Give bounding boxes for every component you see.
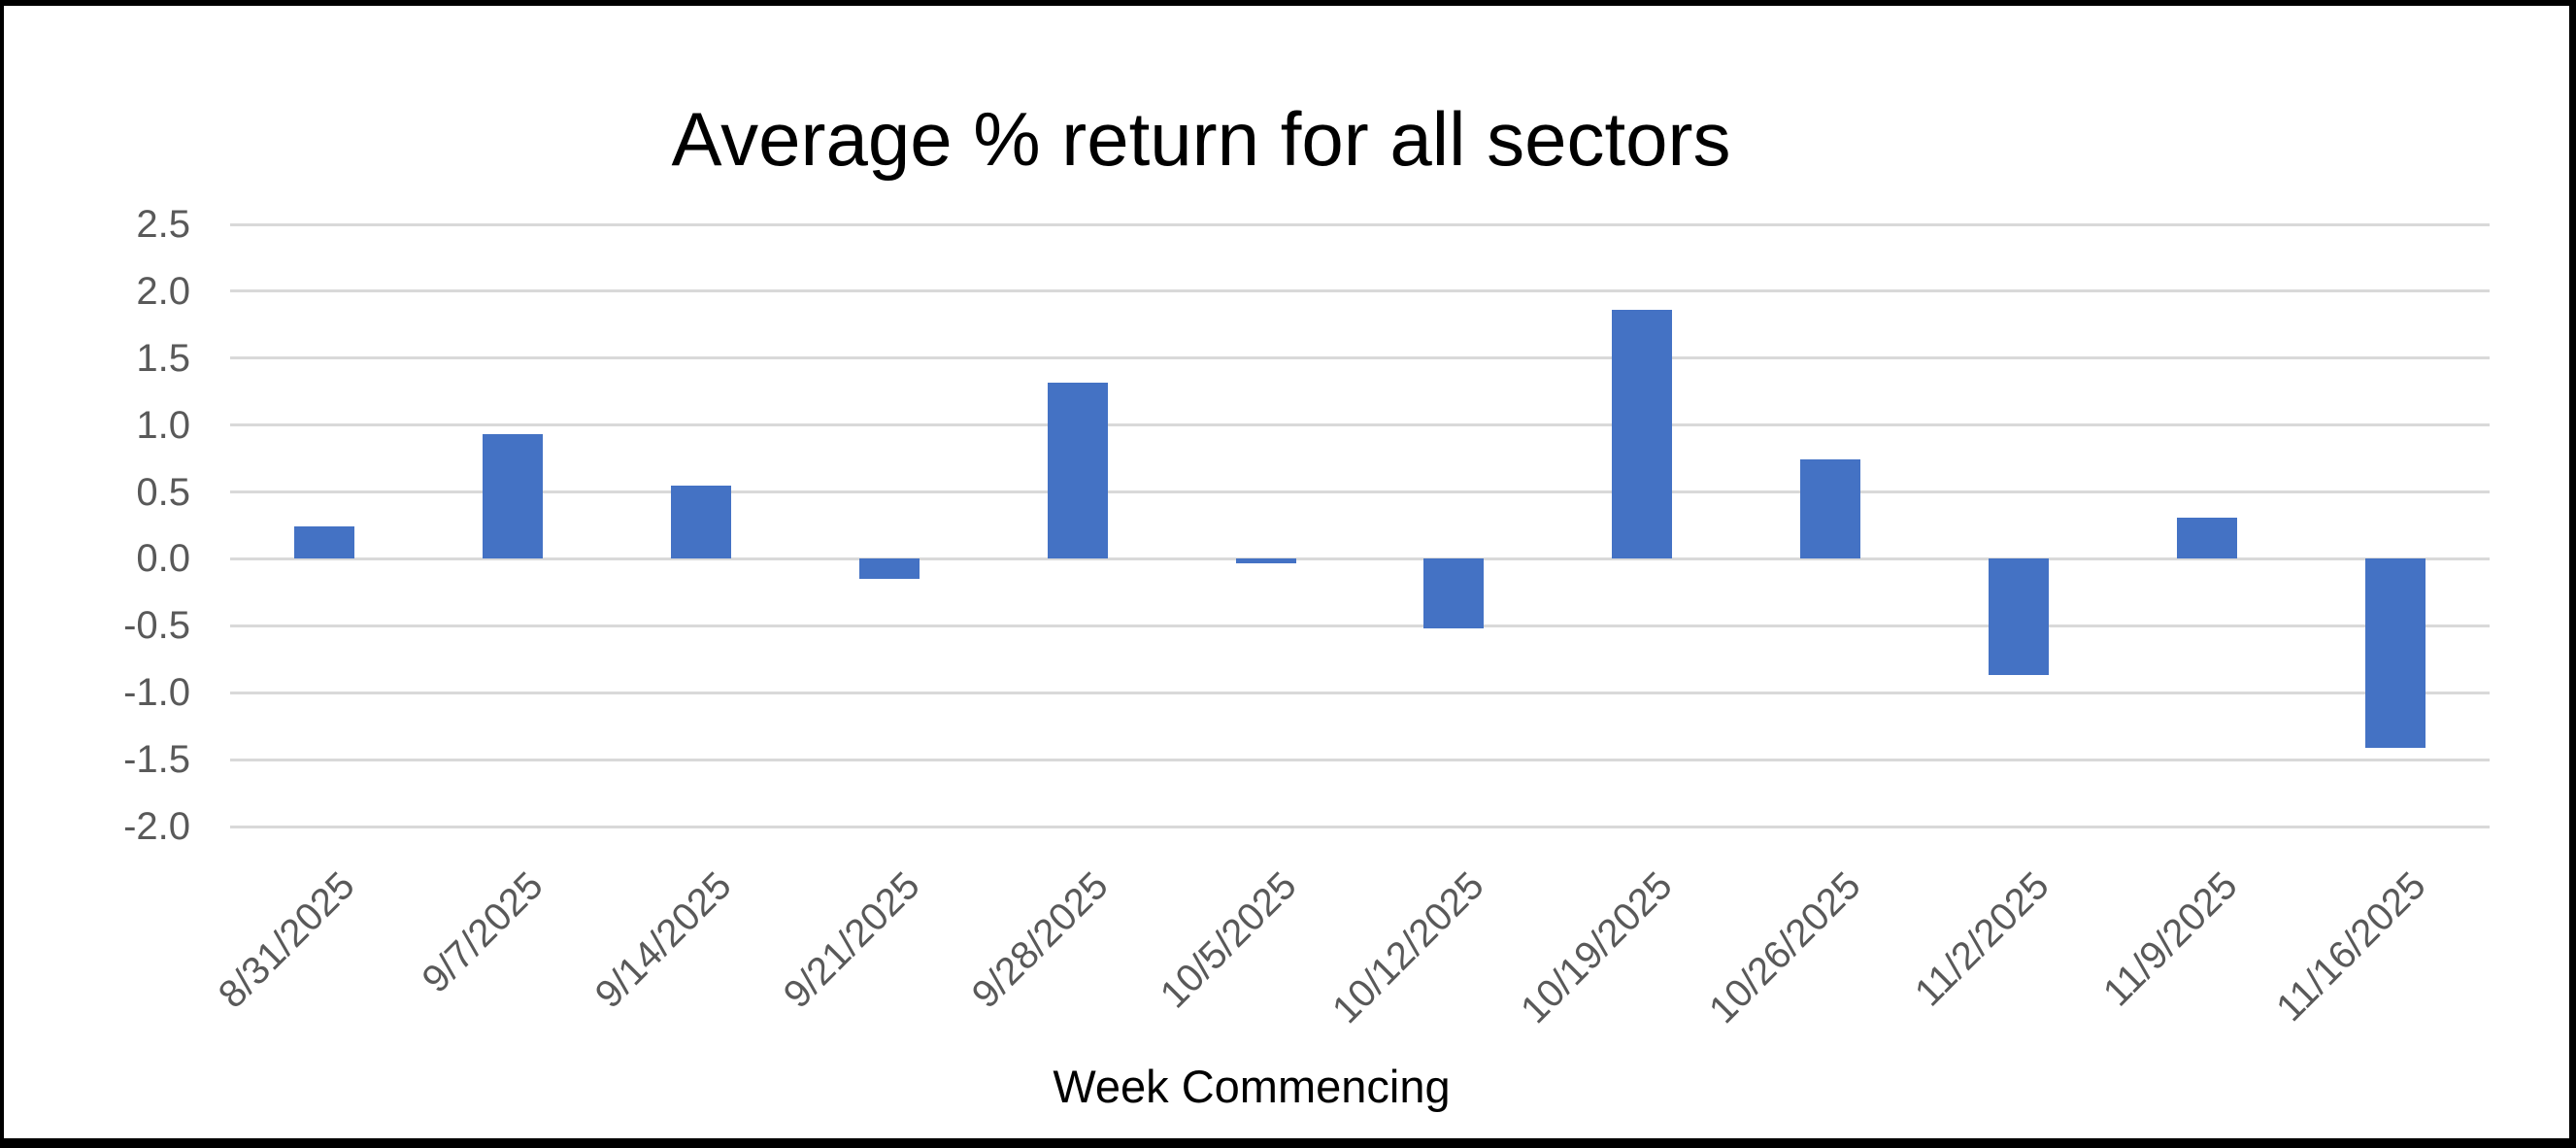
y-axis-tick-label: 1.0 (136, 403, 190, 447)
chart-bar-9/14/2025 (670, 485, 731, 559)
plot-area (230, 222, 2490, 828)
gridline-y-0.5 (230, 490, 2490, 494)
gridline-y--1.5 (230, 758, 2490, 761)
x-axis-tick-label: 9/14/2025 (586, 863, 740, 1017)
chart-bar-11/9/2025 (2177, 517, 2238, 559)
y-axis-tick-label: -1.0 (123, 671, 190, 715)
x-axis-tick-label: 9/21/2025 (775, 863, 928, 1017)
y-axis-tick-label: 0.5 (136, 470, 190, 514)
y-axis-tick-label: 2.5 (136, 203, 190, 246)
x-axis-tick-label: 11/16/2025 (2268, 863, 2434, 1030)
gridline-y-0.0 (230, 557, 2490, 560)
gridline-y--0.5 (230, 624, 2490, 627)
x-axis-tick-label: 9/7/2025 (414, 863, 552, 1001)
x-axis-tick-label: 10/5/2025 (1152, 863, 1305, 1017)
x-axis-tick-label: 9/28/2025 (963, 863, 1117, 1017)
chart-bar-9/7/2025 (482, 434, 543, 559)
chart-bar-9/21/2025 (858, 558, 920, 580)
y-axis-tick-label: -0.5 (123, 604, 190, 648)
x-axis-tick-label: 11/2/2025 (1907, 863, 2057, 1015)
y-axis-tick-label: 0.0 (136, 537, 190, 581)
x-axis-tick-label: 10/12/2025 (1324, 863, 1493, 1032)
chart-bar-11/16/2025 (2365, 558, 2426, 748)
x-axis-tick-label: 8/31/2025 (210, 863, 363, 1017)
x-axis-tick-label: 10/26/2025 (1701, 863, 1869, 1032)
x-axis-tick-label: 10/19/2025 (1513, 863, 1682, 1032)
x-axis-tick-label: 11/9/2025 (2094, 863, 2246, 1015)
chart-bar-10/19/2025 (1612, 310, 1673, 559)
gridline-y-1.5 (230, 356, 2490, 360)
x-axis-title: Week Commencing (1053, 1061, 1451, 1112)
y-axis-tick-label: 1.5 (136, 336, 190, 380)
gridline-y-2.0 (230, 289, 2490, 293)
chart-bar-10/5/2025 (1235, 558, 1296, 563)
y-axis-tick-label: 2.0 (136, 269, 190, 313)
chart-bar-11/2/2025 (1989, 558, 2050, 676)
gridline-y--2.0 (230, 825, 2490, 828)
y-axis-tick-label: -1.5 (123, 738, 190, 782)
chart-bar-9/28/2025 (1047, 382, 1108, 559)
gridline-y-1.0 (230, 423, 2490, 427)
chart-bar-10/26/2025 (1800, 459, 1861, 559)
chart-title: Average % return for all sectors (671, 96, 1731, 182)
gridline-y--1.0 (230, 691, 2490, 694)
chart-bar-8/31/2025 (293, 526, 354, 559)
y-axis-tick-label: -2.0 (123, 805, 190, 848)
gridline-y-2.5 (230, 222, 2490, 226)
chart-bar-10/12/2025 (1423, 558, 1485, 629)
